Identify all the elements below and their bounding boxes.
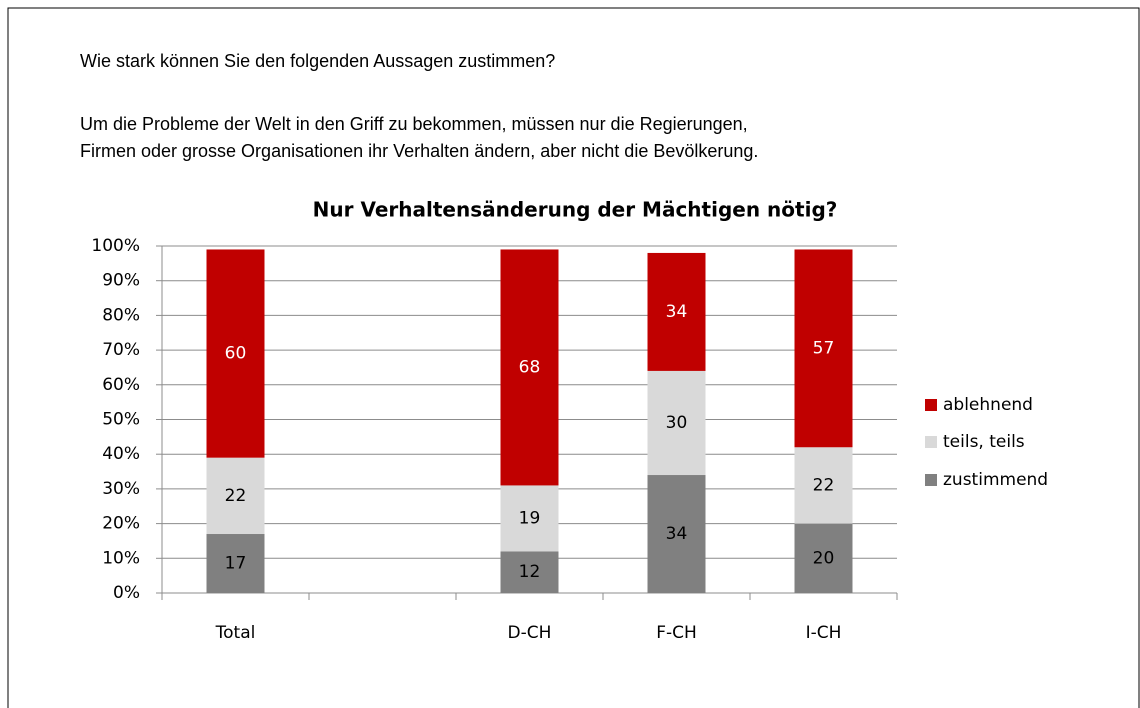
legend-swatch bbox=[925, 474, 937, 486]
y-tick-label: 10% bbox=[102, 548, 140, 568]
data-label: 12 bbox=[519, 562, 541, 582]
frame bbox=[7, 7, 1140, 708]
statement-line: Firmen oder grosse Organisationen ihr Ve… bbox=[80, 141, 758, 161]
bar-segment bbox=[647, 475, 706, 593]
bar-segment bbox=[500, 485, 559, 552]
y-tick-label: 20% bbox=[102, 514, 140, 534]
y-tick-label: 0% bbox=[113, 583, 140, 603]
y-tick-label: 70% bbox=[102, 340, 140, 360]
y-tick-label: 50% bbox=[102, 410, 140, 430]
bar-segment bbox=[794, 447, 853, 524]
data-label: 22 bbox=[225, 486, 247, 506]
legend-swatch bbox=[925, 399, 937, 411]
y-tick-label: 60% bbox=[102, 375, 140, 395]
y-tick-label: 30% bbox=[102, 479, 140, 499]
data-label: 34 bbox=[666, 302, 688, 322]
legend-label: zustimmend bbox=[943, 470, 1048, 490]
data-label: 68 bbox=[519, 357, 541, 377]
data-label: 22 bbox=[813, 475, 835, 495]
question: Wie stark können Sie den folgenden Aussa… bbox=[80, 51, 555, 71]
bar-segment bbox=[794, 249, 853, 448]
bar-segment bbox=[647, 370, 706, 476]
legend-swatch bbox=[925, 436, 937, 448]
bar-segment bbox=[206, 249, 265, 458]
y-tick-label: 40% bbox=[102, 444, 140, 464]
legend-label: ablehnend bbox=[943, 395, 1033, 415]
data-label: 57 bbox=[813, 338, 835, 358]
legend-label: teils, teils bbox=[943, 432, 1025, 452]
data-label: 17 bbox=[225, 554, 247, 574]
data-label: 30 bbox=[666, 413, 688, 433]
bar-segment bbox=[647, 252, 706, 371]
y-tick-label: 100% bbox=[91, 236, 140, 256]
x-tick-label: F-CH bbox=[656, 623, 697, 643]
bar-segment bbox=[206, 534, 265, 593]
chart-title: Nur Verhaltensänderung der Mächtigen nöt… bbox=[313, 198, 838, 222]
data-label: 60 bbox=[225, 344, 247, 364]
statement-line: Um die Probleme der Welt in den Griff zu… bbox=[80, 114, 748, 134]
x-tick-label: I-CH bbox=[806, 623, 842, 643]
data-label: 19 bbox=[519, 508, 541, 528]
x-tick-label: Total bbox=[215, 623, 256, 643]
bar-segment bbox=[500, 249, 559, 486]
x-tick-label: D-CH bbox=[508, 623, 552, 643]
y-tick-label: 80% bbox=[102, 305, 140, 325]
bar-segment bbox=[206, 457, 265, 535]
data-label: 34 bbox=[666, 524, 688, 544]
bar-segment bbox=[500, 551, 559, 593]
data-label: 20 bbox=[813, 548, 835, 568]
y-tick-label: 90% bbox=[102, 271, 140, 291]
bar-segment bbox=[794, 523, 853, 593]
